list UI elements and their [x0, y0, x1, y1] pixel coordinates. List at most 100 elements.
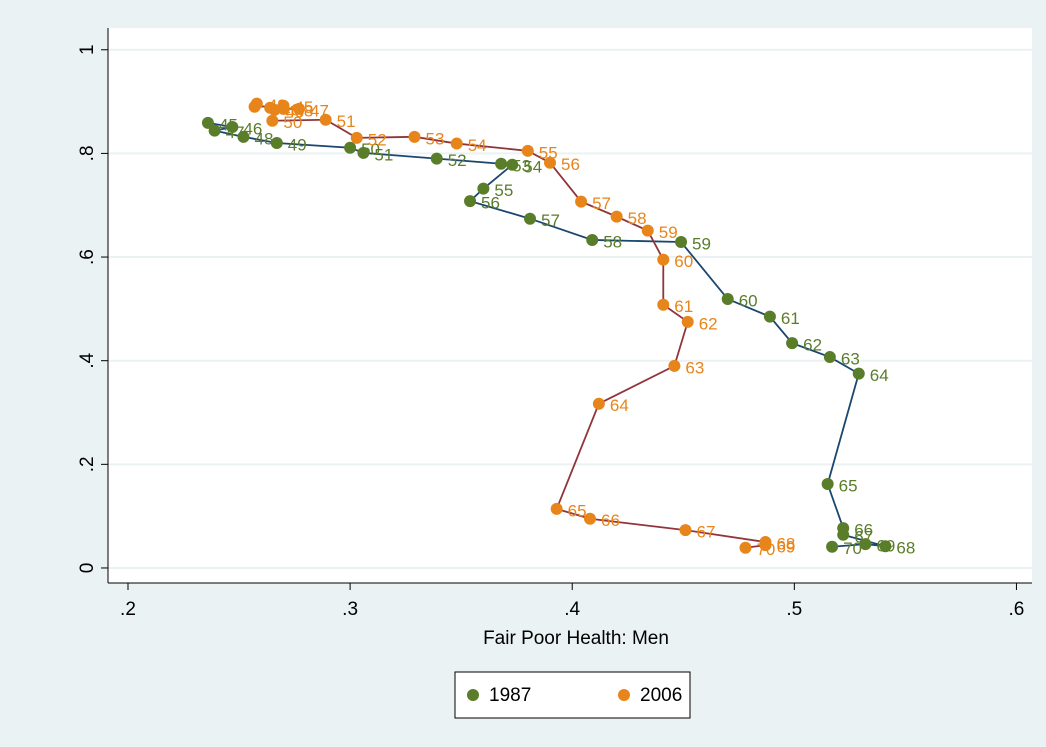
point-label: 60: [674, 252, 693, 271]
point: [293, 102, 306, 115]
point: [583, 512, 596, 525]
point-label: 49: [288, 136, 307, 155]
legend-label: 1987: [489, 685, 531, 706]
point: [237, 130, 250, 143]
point-label: 58: [628, 209, 647, 228]
point-label: 60: [739, 292, 758, 311]
point-label: 70: [756, 540, 775, 559]
point-label: 48: [254, 129, 273, 148]
point-label: 66: [601, 511, 620, 530]
point-label: 62: [803, 336, 822, 355]
point-label: 55: [494, 181, 513, 200]
point-label: 56: [481, 194, 500, 213]
legend-marker: [467, 689, 479, 701]
plot-area: [108, 28, 1032, 583]
point: [201, 116, 214, 129]
point-label: 49: [286, 102, 305, 121]
x-tick-label: .5: [786, 599, 802, 620]
point: [721, 293, 734, 306]
x-tick-label: .3: [342, 599, 358, 620]
point: [786, 337, 799, 350]
point: [495, 157, 508, 170]
point: [464, 195, 477, 208]
point: [544, 156, 557, 169]
point: [641, 224, 654, 237]
point: [344, 141, 357, 154]
series-line: [252, 103, 767, 549]
point-label: 53: [426, 129, 445, 148]
point: [226, 120, 239, 133]
point: [208, 124, 221, 137]
point: [575, 195, 588, 208]
point-label: 57: [541, 211, 560, 230]
point: [837, 528, 850, 541]
point: [350, 131, 363, 144]
point: [821, 478, 834, 491]
point-label: 64: [870, 366, 889, 385]
point-label: 62: [699, 314, 718, 333]
point-label: 67: [697, 523, 716, 542]
point-label: 51: [337, 112, 356, 131]
point: [592, 397, 605, 410]
series-line: [207, 121, 886, 548]
point: [668, 359, 681, 372]
point: [268, 103, 281, 116]
point: [477, 182, 490, 195]
point-label: 54: [468, 136, 487, 155]
point: [610, 210, 623, 223]
y-tick-label: 1: [77, 44, 98, 55]
point-label: 61: [781, 309, 800, 328]
point: [759, 539, 772, 552]
point: [248, 100, 261, 113]
point: [859, 538, 872, 551]
point-label: 65: [839, 477, 858, 496]
point-label: 61: [674, 297, 693, 316]
point: [266, 114, 279, 127]
point: [657, 253, 670, 266]
point-label: 70: [843, 539, 862, 558]
point: [521, 144, 534, 157]
point-label: 58: [603, 232, 622, 251]
y-tick-label: .8: [77, 145, 98, 161]
point-label: 63: [685, 358, 704, 377]
x-tick-label: .4: [564, 599, 580, 620]
x-axis-label: Fair Poor Health: Men: [483, 628, 669, 649]
point-label: 54: [523, 157, 542, 176]
point-label: 52: [448, 151, 467, 170]
point-label: 68: [776, 535, 795, 554]
y-tick-label: .4: [77, 352, 98, 368]
y-tick-label: .2: [77, 456, 98, 472]
x-tick-label: .6: [1009, 599, 1025, 620]
point-label: 63: [841, 350, 860, 369]
point: [739, 541, 752, 554]
legend-label: 2006: [640, 685, 682, 706]
point: [763, 310, 776, 323]
point: [550, 502, 563, 515]
point-label: 64: [610, 396, 629, 415]
point-label: 59: [692, 235, 711, 254]
point: [319, 113, 332, 126]
point: [408, 130, 421, 143]
point-label: 65: [568, 501, 587, 520]
point-label: 57: [592, 194, 611, 213]
point-label: 68: [896, 539, 915, 558]
point: [879, 540, 892, 553]
point-label: 66: [854, 521, 873, 540]
point: [506, 158, 519, 171]
point-label: 50: [283, 113, 302, 132]
point-label: 48: [294, 101, 313, 120]
point: [681, 315, 694, 328]
y-tick-label: .6: [77, 249, 98, 265]
point: [657, 298, 670, 311]
point: [270, 137, 283, 150]
point-label: 69: [876, 537, 895, 556]
point: [823, 351, 836, 364]
point: [430, 152, 443, 165]
point-label: 51: [374, 145, 393, 164]
point: [450, 137, 463, 150]
point-label: 56: [561, 155, 580, 174]
x-tick-label: .2: [120, 599, 136, 620]
point: [852, 367, 865, 380]
legend: [454, 671, 691, 719]
